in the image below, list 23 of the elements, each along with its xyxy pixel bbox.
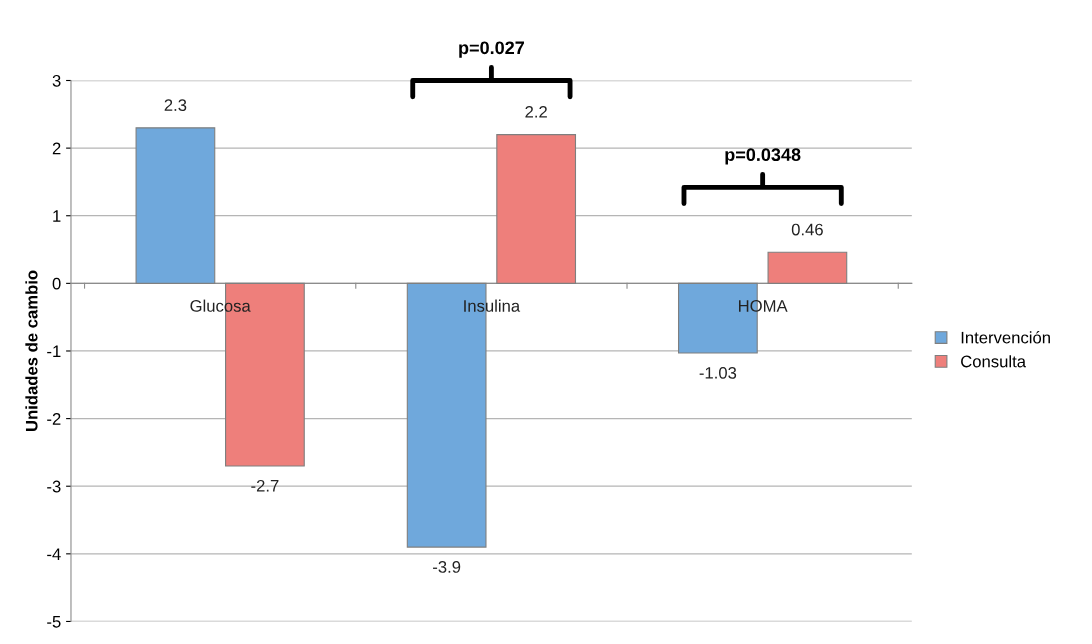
data-label: 2.2 xyxy=(525,105,547,118)
y-tick-label: 0 xyxy=(52,277,61,290)
text: p=0.027 xyxy=(459,41,524,58)
annotation: p=0.0348 xyxy=(725,148,801,165)
y-tick-label: -5 xyxy=(47,616,61,628)
y-tick-label: 3 xyxy=(52,74,61,87)
data-label: -1.03 xyxy=(699,366,737,379)
legend-label: Consulta xyxy=(961,355,1027,368)
y-tick-label: -1 xyxy=(47,345,61,358)
bar xyxy=(496,134,577,284)
bar xyxy=(135,127,216,284)
y-tick-label: -3 xyxy=(47,480,61,493)
data-label: -3.9 xyxy=(433,561,461,573)
bar xyxy=(767,251,848,284)
data-label: -2.7 xyxy=(251,479,279,492)
y-tick-label: -2 xyxy=(47,413,61,425)
data-label: 2.3 xyxy=(164,99,187,112)
y-tick-label: 1 xyxy=(53,210,61,222)
y-tick-label: -4 xyxy=(47,548,61,560)
y-tick-label: 2 xyxy=(52,142,61,155)
y-axis-title: Unidades de cambio xyxy=(25,270,38,432)
data-label: 0.46 xyxy=(791,223,823,236)
legend-label: Intervención xyxy=(961,331,1050,344)
